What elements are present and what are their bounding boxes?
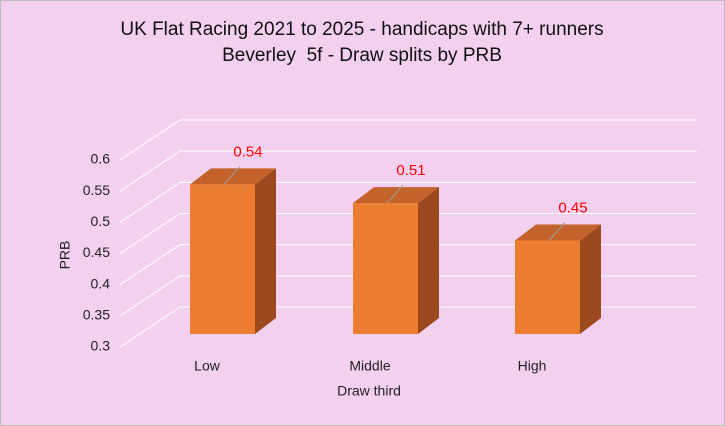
grid-line [119,213,697,254]
grid-line [119,181,697,223]
x-axis-title: Draw third [337,383,401,399]
bar-top [353,187,439,204]
value-label: 0.54 [233,143,262,160]
bar-top [190,168,276,185]
leader-line [386,184,404,204]
value-label: 0.45 [558,199,587,216]
chart-subtitle: Beverley 5f - Draw splits by PRB [222,45,502,66]
bar [353,203,418,334]
x-tick-label: Low [194,358,221,374]
bar [515,240,580,334]
bar-top [515,224,601,241]
y-tick-label: 0.35 [83,307,110,323]
x-tick-label: High [518,358,547,374]
leader-line [548,222,566,241]
y-tick-label: 0.55 [83,182,110,198]
bar [190,184,255,334]
bar-side [580,224,601,334]
grid-line [119,119,697,161]
y-tick-label: 0.3 [91,338,111,354]
grid-line [119,150,697,192]
bar-side [255,168,276,334]
leader-line [223,166,241,185]
y-tick-label: 0.45 [83,244,110,260]
bar-side [418,187,439,334]
y-tick-label: 0.6 [91,151,111,167]
y-tick-label: 0.5 [91,213,111,229]
x-tick-label: Middle [349,358,390,374]
y-axis-title: PRB [57,241,73,270]
y-tick-label: 0.4 [91,275,111,291]
value-label: 0.51 [396,162,425,179]
chart-title: UK Flat Racing 2021 to 2025 - handicaps … [120,19,603,40]
